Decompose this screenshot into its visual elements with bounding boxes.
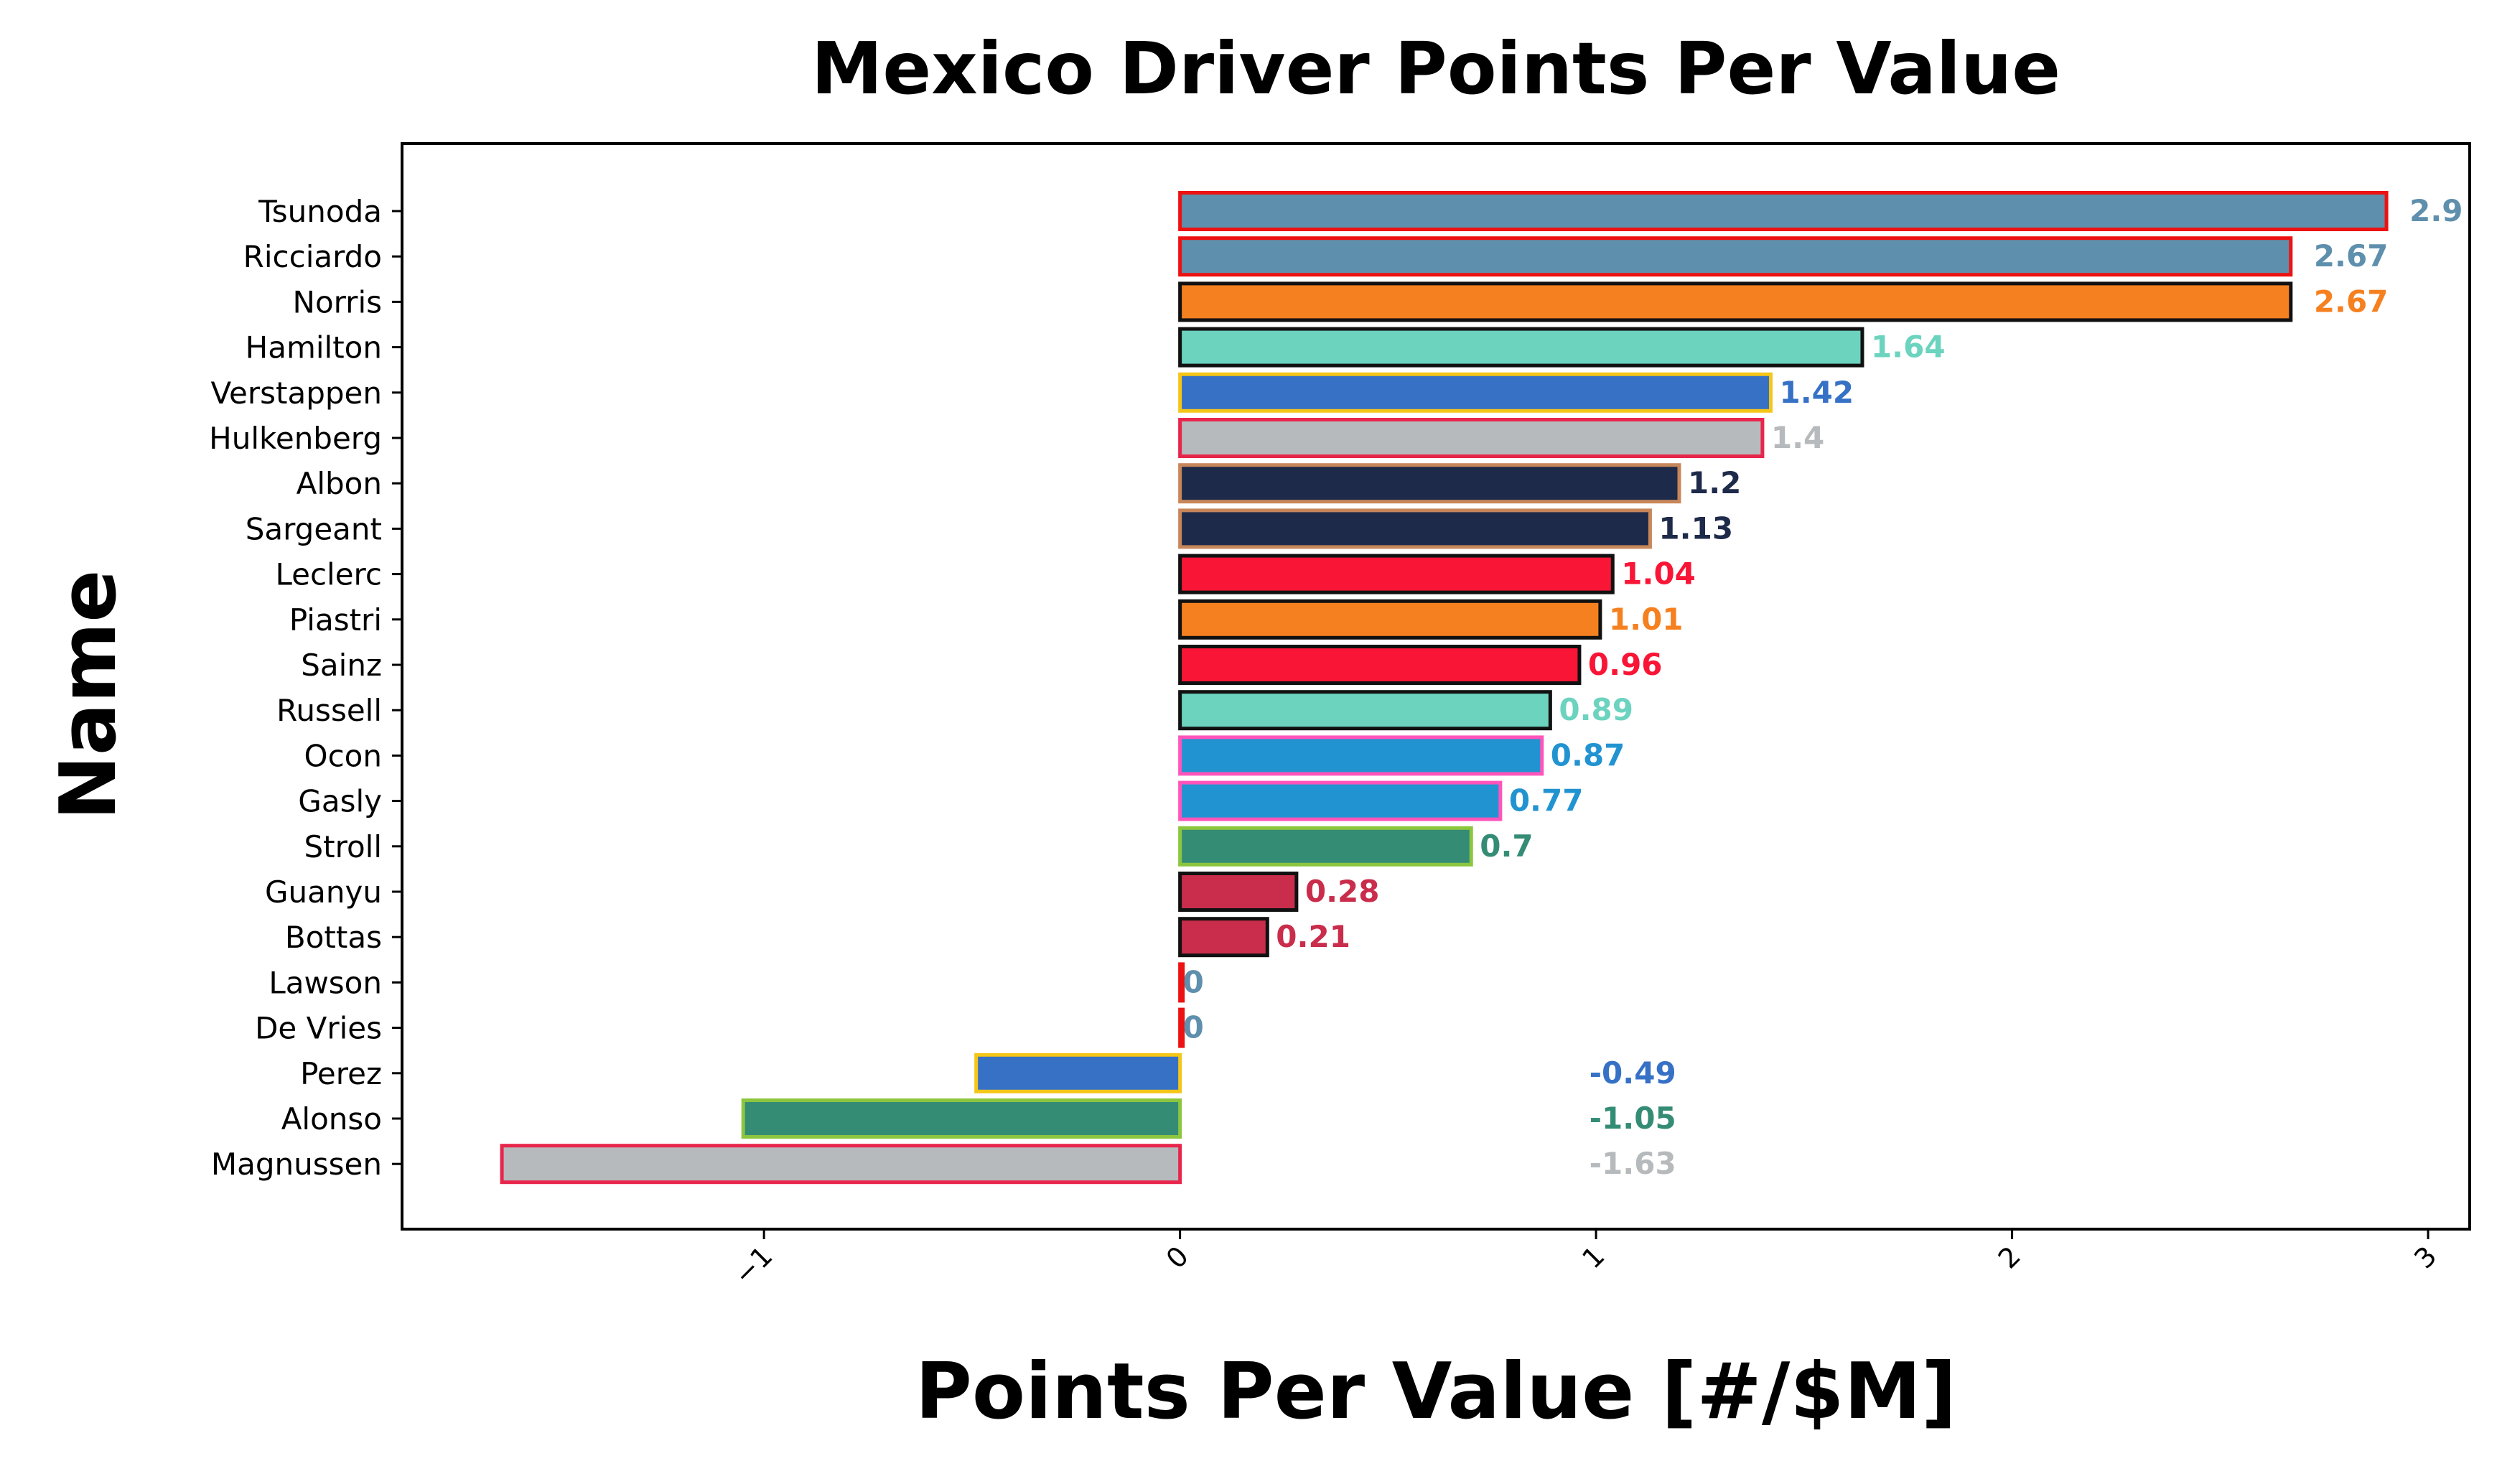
bar — [1178, 463, 1681, 504]
data-label: 1.2 — [1688, 465, 1741, 500]
y-tick-label: Leclerc — [275, 557, 382, 592]
y-tick-label: Hulkenberg — [209, 421, 382, 456]
y-tick-label: Gasly — [298, 784, 382, 819]
bar — [1178, 327, 1864, 368]
x-axis-label: Points Per Value [#/$M] — [915, 1347, 1957, 1437]
plot-frame — [401, 142, 2471, 1231]
bar — [1178, 917, 1269, 958]
data-label: 0.7 — [1480, 829, 1533, 864]
bar — [974, 1053, 1182, 1093]
data-label: 1.4 — [1771, 420, 1824, 455]
y-tick-label: Russell — [276, 693, 382, 728]
bar — [1178, 872, 1299, 912]
y-tick-label: Piastri — [289, 602, 382, 638]
chart-title: Mexico Driver Points Per Value — [811, 27, 2060, 111]
bar — [1178, 372, 1773, 413]
y-tick-label: De Vries — [255, 1011, 382, 1046]
y-tick-label: Bottas — [285, 920, 382, 955]
bar — [1178, 281, 2293, 322]
y-tick-label: Stroll — [304, 829, 382, 864]
data-label: 0.28 — [1305, 874, 1380, 909]
data-label: 1.04 — [1621, 556, 1696, 592]
data-label: 0.89 — [1559, 692, 1633, 727]
data-label: -0.49 — [1590, 1055, 1676, 1091]
bar — [1178, 191, 2389, 231]
data-label: 0.77 — [1509, 783, 1584, 818]
bar — [1178, 780, 1503, 821]
data-label: 2.67 — [2314, 284, 2389, 319]
data-label: 2.9 — [2409, 193, 2463, 228]
y-tick-label: Perez — [300, 1056, 382, 1091]
data-label: -1.05 — [1590, 1101, 1676, 1136]
bar — [1178, 236, 2293, 277]
y-tick-label: Lawson — [269, 965, 382, 1000]
y-tick-label: Ricciardo — [243, 239, 382, 274]
bar — [741, 1098, 1182, 1139]
y-tick-label: Hamilton — [246, 330, 382, 365]
bar — [1178, 599, 1602, 640]
y-tick-label: Sargeant — [246, 511, 382, 546]
plot-area: Tsunoda 2.9 Ricciardo 2.67 Norris 2.67 Hamilto… — [209, 142, 2471, 1291]
bar — [1178, 690, 1552, 731]
y-tick-label: Magnussen — [211, 1147, 382, 1182]
bar — [1178, 508, 1652, 549]
bar — [1178, 735, 1544, 776]
data-label: 0 — [1183, 1010, 1204, 1045]
bar — [1178, 554, 1615, 594]
y-tick-label: Albon — [297, 466, 382, 501]
y-tick-label: Verstappen — [211, 375, 382, 411]
bar — [1178, 1007, 1185, 1048]
bar — [1178, 645, 1582, 685]
y-tick-label: Norris — [293, 284, 382, 319]
y-tick-label: Alonso — [281, 1101, 382, 1137]
y-tick-label: Ocon — [304, 738, 382, 773]
data-label: 0.87 — [1551, 737, 1625, 773]
data-label: 0.96 — [1588, 647, 1663, 682]
data-label: 1.64 — [1871, 330, 1946, 365]
data-label: 1.01 — [1609, 602, 1684, 637]
y-tick-label: Guanyu — [265, 874, 382, 910]
y-axis-label: Name — [44, 569, 134, 820]
bar — [1178, 418, 1765, 458]
data-label: 1.13 — [1658, 510, 1733, 546]
data-label: 0 — [1183, 964, 1204, 999]
data-label: 2.67 — [2314, 238, 2389, 274]
bar — [1178, 826, 1473, 867]
data-label: 0.21 — [1276, 919, 1350, 954]
data-label: 1.42 — [1779, 375, 1854, 410]
y-tick-label: Tsunoda — [258, 194, 382, 229]
bar — [1178, 962, 1185, 1003]
y-tick-label: Sainz — [301, 648, 382, 683]
data-label: -1.63 — [1590, 1146, 1676, 1181]
bar — [500, 1144, 1182, 1185]
